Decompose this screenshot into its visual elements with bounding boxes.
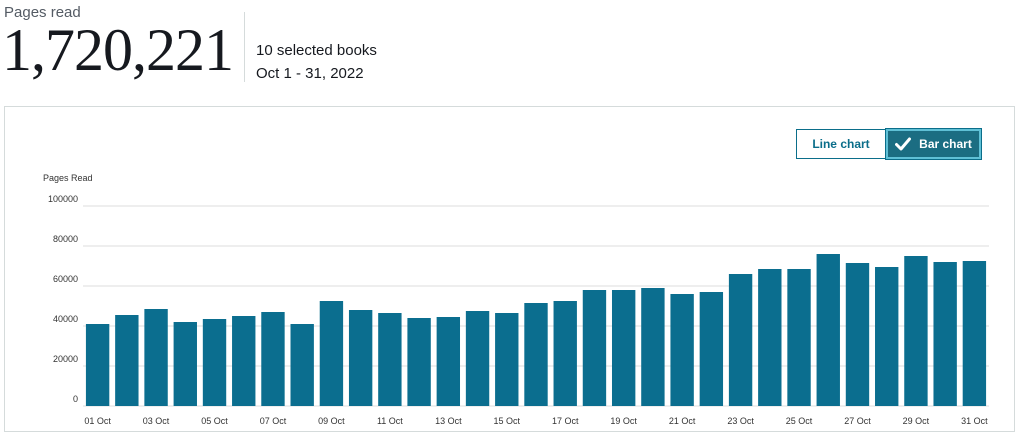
date-range: Oct 1 - 31, 2022 bbox=[256, 65, 364, 82]
bar bbox=[816, 254, 840, 406]
bar bbox=[611, 290, 636, 406]
bar bbox=[407, 318, 431, 406]
line-chart-label: Line chart bbox=[812, 137, 870, 151]
bar bbox=[144, 309, 168, 406]
bar bbox=[495, 313, 519, 406]
summary-header: Pages read 1,720,221 10 selected books O… bbox=[0, 0, 1022, 100]
bar bbox=[787, 269, 811, 406]
bar bbox=[904, 256, 928, 406]
bar bbox=[173, 322, 197, 406]
chart-panel: Line chart Bar chart Pages Read 0 20000 400… bbox=[4, 106, 1015, 432]
bar bbox=[115, 315, 139, 406]
x-tick-label: 09 Oct bbox=[318, 416, 345, 426]
x-tick-label: 31 Oct bbox=[961, 416, 988, 426]
selected-books-count: 10 selected books bbox=[256, 42, 377, 59]
bar bbox=[670, 294, 694, 406]
x-tick-label: 23 Oct bbox=[727, 416, 754, 426]
check-icon bbox=[895, 137, 912, 151]
y-tick-label: 60000 bbox=[53, 274, 78, 284]
bar bbox=[553, 301, 577, 406]
bar bbox=[85, 324, 110, 406]
x-tick-label: 01 Oct bbox=[84, 416, 111, 426]
y-tick-label: 100000 bbox=[48, 194, 78, 204]
y-tick-label: 80000 bbox=[53, 234, 78, 244]
bar bbox=[348, 310, 373, 406]
line-chart-button[interactable]: Line chart bbox=[796, 129, 886, 159]
bar bbox=[582, 290, 607, 406]
x-tick-label: 05 Oct bbox=[201, 416, 228, 426]
x-tick-label: 15 Oct bbox=[494, 416, 521, 426]
y-tick-label: 40000 bbox=[53, 314, 78, 324]
bar bbox=[261, 312, 285, 406]
x-tick-label: 27 Oct bbox=[844, 416, 871, 426]
y-tick-label: 20000 bbox=[53, 354, 78, 364]
y-axis-label: Pages Read bbox=[43, 173, 93, 183]
bar bbox=[875, 267, 899, 406]
bar bbox=[436, 317, 461, 406]
x-tick-label: 03 Oct bbox=[143, 416, 170, 426]
bar-chart-button[interactable]: Bar chart bbox=[886, 129, 981, 159]
summary-divider bbox=[244, 12, 245, 82]
bar bbox=[845, 263, 870, 406]
x-tick-label: 07 Oct bbox=[260, 416, 287, 426]
bar bbox=[378, 313, 402, 406]
bar bbox=[232, 316, 256, 406]
bar bbox=[758, 269, 782, 406]
y-tick-label: 0 bbox=[73, 394, 78, 404]
bar bbox=[933, 262, 957, 406]
pages-read-value: 1,720,221 bbox=[2, 17, 234, 83]
x-tick-label: 25 Oct bbox=[786, 416, 813, 426]
bar bbox=[465, 311, 490, 406]
bar bbox=[962, 261, 987, 406]
x-tick-label: 19 Oct bbox=[610, 416, 637, 426]
x-tick-label: 29 Oct bbox=[903, 416, 930, 426]
bar bbox=[319, 301, 344, 406]
bar bbox=[728, 274, 753, 406]
pages-read-label: Pages read bbox=[4, 4, 81, 21]
x-tick-label: 11 Oct bbox=[377, 416, 403, 426]
bar bbox=[202, 319, 227, 406]
x-tick-label: 17 Oct bbox=[552, 416, 579, 426]
x-tick-label: 21 Oct bbox=[669, 416, 696, 426]
x-tick-label: 13 Oct bbox=[435, 416, 462, 426]
bar bbox=[290, 324, 314, 406]
bar bbox=[524, 303, 548, 406]
bar-chart-label: Bar chart bbox=[919, 137, 972, 151]
bar-chart: Pages Read 0 20000 40000 60000 80000 100000 01 … bbox=[43, 173, 989, 426]
bar bbox=[641, 288, 665, 406]
bar bbox=[699, 292, 724, 406]
